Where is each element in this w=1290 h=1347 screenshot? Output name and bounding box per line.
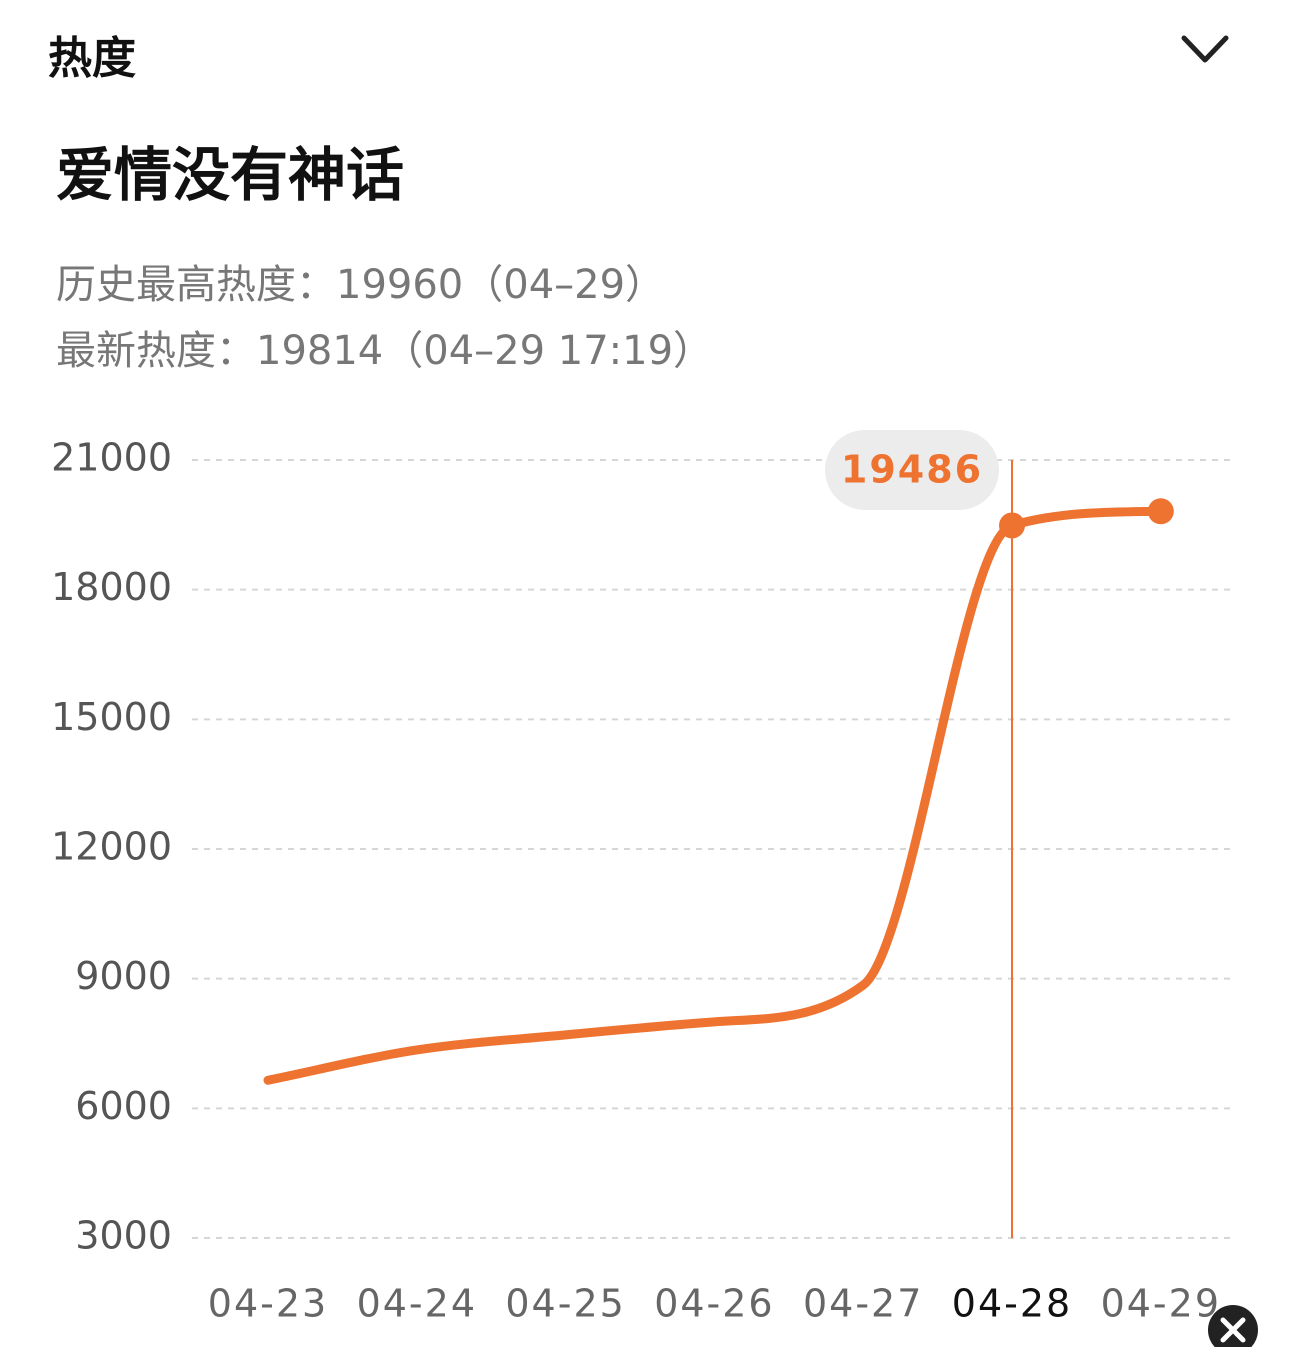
- y-tick-label: 15000: [51, 695, 172, 739]
- x-tick-label: 04-28: [952, 1282, 1072, 1326]
- x-tick-label: 04-24: [357, 1282, 477, 1326]
- x-tick-label: 04-29: [1101, 1282, 1221, 1326]
- line: [263, 506, 1166, 1085]
- point: [1147, 498, 1174, 525]
- y-tick-label: 9000: [75, 954, 172, 998]
- x-tick-label: 04-27: [803, 1282, 923, 1326]
- y-tick-label: 3000: [75, 1214, 172, 1258]
- tooltip-value: 19486: [841, 448, 983, 492]
- y-tick-label: 12000: [51, 825, 172, 869]
- tooltip-box: [825, 430, 999, 510]
- annotation: 最新热度：19814（04–29 17:19）: [56, 328, 714, 374]
- y-tick-label: 18000: [51, 565, 172, 609]
- collapse-chevron[interactable]: [1181, 35, 1229, 63]
- close-icon: [1220, 1317, 1246, 1343]
- point: [999, 512, 1025, 539]
- x-tick-label: 04-26: [654, 1282, 774, 1326]
- close-button[interactable]: [1208, 1305, 1258, 1347]
- y-tick-label: 21000: [51, 436, 172, 480]
- chart-title: 爱情没有神话: [56, 141, 405, 209]
- panel-title: 热度: [48, 33, 136, 84]
- annotation: 历史最高热度：19960（04–29）: [56, 262, 666, 308]
- x-tick-label: 04-23: [208, 1282, 328, 1326]
- x-tick-label: 04-25: [505, 1282, 625, 1326]
- y-tick-label: 6000: [75, 1084, 172, 1128]
- close-circle: [1208, 1305, 1258, 1347]
